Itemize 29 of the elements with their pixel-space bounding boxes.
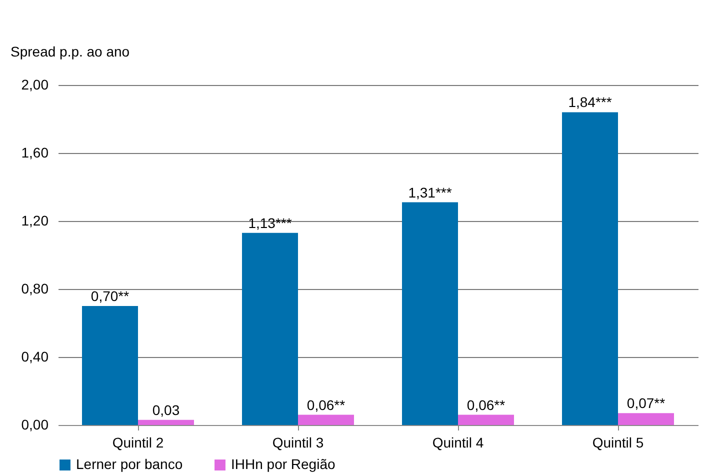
bar xyxy=(402,202,458,425)
data-label: 0,03 xyxy=(152,402,180,418)
bar xyxy=(82,306,138,425)
bar xyxy=(618,413,674,425)
bar xyxy=(138,420,194,425)
bar xyxy=(242,232,298,425)
data-label: 1,31*** xyxy=(408,184,452,200)
y-tick-label: 1,60 xyxy=(21,144,49,160)
data-label: 0,06** xyxy=(306,396,346,413)
x-tick-label: Quintil 5 xyxy=(592,434,644,450)
data-label: 1,13*** xyxy=(248,214,292,231)
y-tick-label: 2,00 xyxy=(21,76,49,92)
y-tick-label: 1,20 xyxy=(21,212,49,228)
bar xyxy=(562,112,618,425)
legend-label: IHHn por Região xyxy=(231,456,336,472)
x-tick-label: Quintil 3 xyxy=(272,434,324,450)
data-label: 1,84*** xyxy=(568,94,612,110)
y-axis-title: Spread p.p. ao ano xyxy=(10,44,130,60)
data-label: 0,07** xyxy=(626,395,666,412)
x-tick-label: Quintil 2 xyxy=(112,434,164,450)
bar xyxy=(298,414,354,425)
y-tick-label: 0,00 xyxy=(21,416,49,432)
data-label: 0,70** xyxy=(90,288,130,304)
x-tick-label: Quintil 4 xyxy=(432,434,484,450)
y-tick-label: 0,80 xyxy=(21,280,49,296)
y-tick-label: 0,40 xyxy=(21,348,49,364)
legend-label: Lerner por banco xyxy=(76,456,183,472)
data-label: 0,06** xyxy=(466,396,506,413)
bar xyxy=(458,414,514,425)
